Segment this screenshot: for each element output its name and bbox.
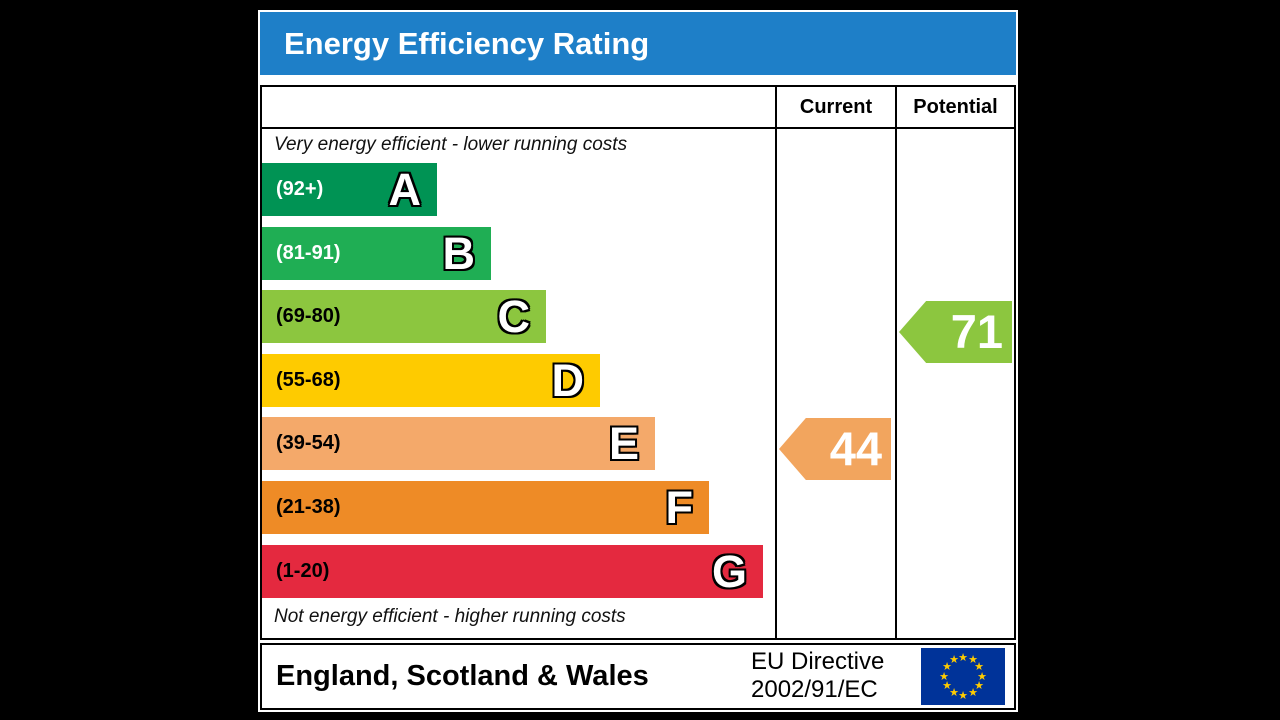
eu-directive-label: EU Directive 2002/91/EC [751,648,884,704]
potential-rating-value: 71 [950,305,1003,358]
header-divider-line [262,127,1014,129]
band-e-range: (39-54) [276,432,341,454]
rating-table: Current Potential Very energy efficient … [260,85,1016,640]
eu-flag-star [948,654,960,666]
potential-rating-arrow: 71 [899,301,1012,363]
band-b-letter: B [442,228,476,279]
band-g: (1-20) G [262,545,763,598]
column-header-current: Current [799,96,873,118]
caption-not-efficient: Not energy efficient - higher running co… [274,606,626,627]
current-column-divider [775,87,777,638]
potential-column-divider [895,87,897,638]
band-e: (39-54) E [262,417,655,470]
chart-title: Energy Efficiency Rating [284,26,650,61]
band-c-range: (69-80) [276,305,341,327]
epc-certificate-chart: Energy Efficiency Rating Current Potenti… [258,10,1018,712]
eu-directive-line2: 2002/91/EC [751,676,878,703]
current-rating-value: 44 [829,422,882,475]
band-b-range: (81-91) [276,242,341,264]
column-header-potential: Potential [913,96,998,118]
band-g-letter: G [711,546,747,597]
band-f: (21-38) F [262,481,709,534]
band-e-letter: E [608,418,639,469]
region-label: England, Scotland & Wales [276,660,649,692]
caption-very-efficient: Very energy efficient - lower running co… [274,134,628,155]
band-d-range: (55-68) [276,369,341,391]
band-c: (69-80) C [262,290,546,343]
band-a-letter: A [388,164,422,215]
band-b: (81-91) B [262,227,491,280]
band-a-range: (92+) [276,178,324,200]
band-c-letter: C [497,291,531,342]
title-bar: Energy Efficiency Rating [260,12,1016,75]
band-f-range: (21-38) [276,496,341,518]
eu-flag-icon [921,648,1005,705]
current-rating-arrow: 44 [779,418,891,480]
eu-directive-line1: EU Directive [751,648,885,675]
band-g-range: (1-20) [276,560,330,582]
footer-bar: England, Scotland & Wales EU Directive 2… [260,643,1016,710]
band-f-letter: F [665,482,694,533]
band-a: (92+) A [262,163,437,216]
band-d-letter: D [551,355,585,406]
band-d: (55-68) D [262,354,600,407]
